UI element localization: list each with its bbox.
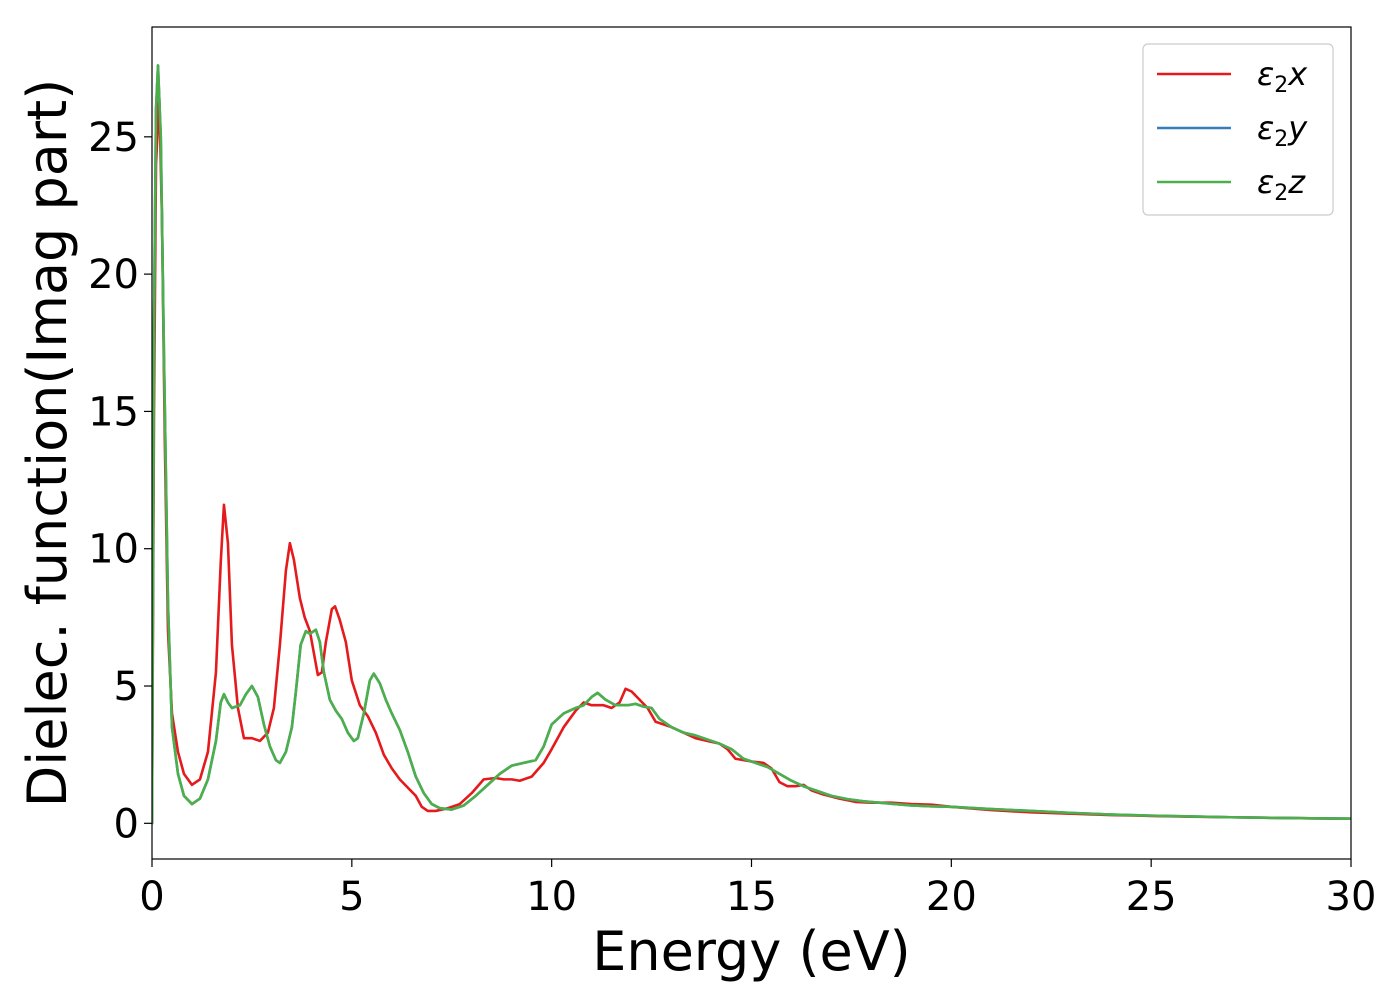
x-tick-label: 0 [139, 874, 164, 920]
y-axis-ticks: 0 5 10 15 20 25 [88, 115, 152, 847]
x-axis-title: Energy (eV) [592, 920, 911, 983]
y-tick-label: 0 [114, 801, 139, 847]
legend-label-y: ε2y [1257, 109, 1308, 152]
y-tick-label: 20 [88, 252, 139, 298]
y-tick-label: 25 [88, 115, 139, 161]
legend-label-x: ε2x [1257, 55, 1308, 98]
x-tick-label: 20 [926, 874, 977, 920]
x-axis-ticks: 0 5 10 15 20 25 30 [139, 859, 1376, 920]
y-axis-title: Dielec. function(Imag part) [16, 79, 79, 808]
x-tick-label: 5 [339, 874, 364, 920]
x-tick-label: 25 [1126, 874, 1177, 920]
series-lines [152, 64, 1351, 825]
y-tick-label: 10 [88, 527, 139, 573]
legend-box [1142, 43, 1334, 216]
legend-label-z: ε2z [1257, 163, 1306, 206]
y-tick-label: 15 [88, 389, 139, 435]
x-tick-label: 10 [526, 874, 577, 920]
y-tick-label: 5 [114, 664, 139, 710]
x-tick-label: 30 [1326, 874, 1377, 920]
series-line-z [152, 64, 1351, 825]
legend: ε2x ε2y ε2z [1142, 43, 1334, 216]
x-tick-label: 15 [726, 874, 777, 920]
